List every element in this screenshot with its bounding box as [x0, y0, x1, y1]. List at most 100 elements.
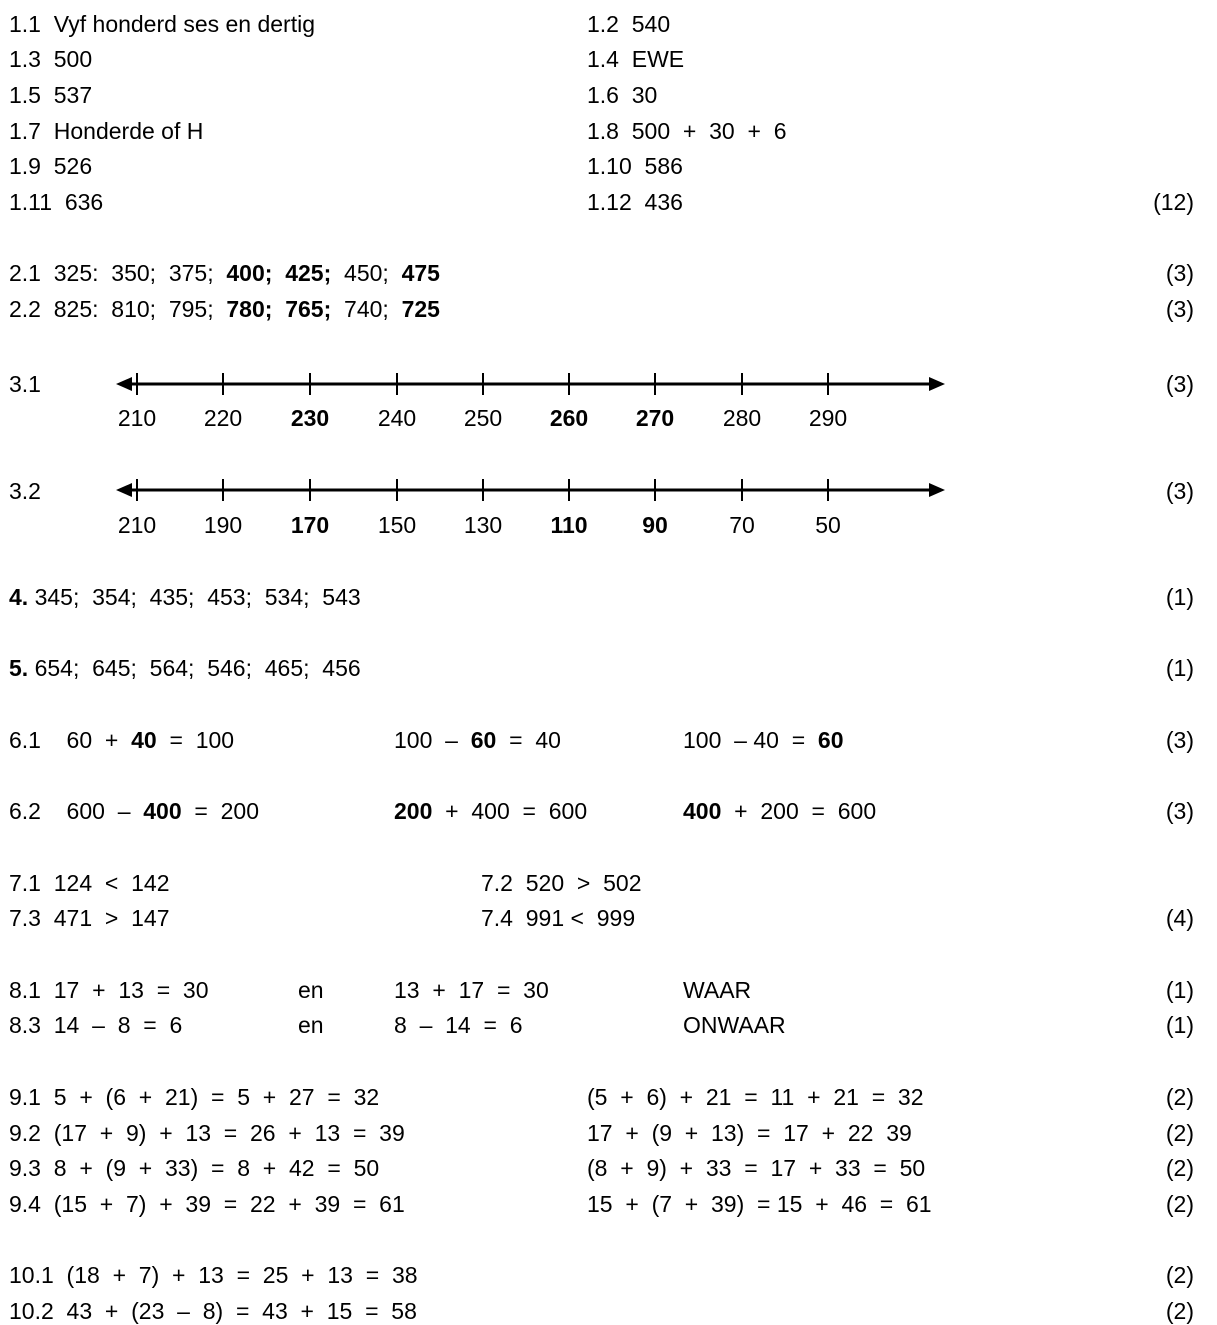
marks-6-2: (3) — [1165, 798, 1194, 824]
answer-2-2-mid: 740; — [331, 296, 402, 322]
answer-9-1: 9.1 5 + (6 + 21) = 5 + 27 = 32 — [9, 1084, 380, 1110]
marks-3-2: (3) — [1165, 478, 1194, 504]
answer-2-2-given: 2.2 825: 810; 795; — [9, 296, 227, 322]
tick-label: 250 — [463, 405, 503, 431]
bold-value: 400 — [683, 798, 722, 824]
answer-2-1-bold-a: 400; 425; — [226, 260, 332, 286]
answer-8-3-b: 8 – 14 = 6 — [394, 1012, 523, 1038]
answer-9-3: 9.3 8 + (9 + 33) = 8 + 42 = 50 — [9, 1155, 380, 1181]
tick-label: 70 — [729, 512, 755, 538]
answer-1-1: 1.1 Vyf honderd ses en dertig — [9, 11, 316, 37]
tick-label: 290 — [808, 405, 848, 431]
answer-8-3: 8.3 14 – 8 = 6 — [9, 1012, 183, 1038]
marks-4: (1) — [1165, 584, 1194, 610]
answer-9-2: 9.2 (17 + 9) + 13 = 26 + 13 = 39 — [9, 1120, 405, 1146]
tick-label: 110 — [550, 512, 588, 538]
text: 6.2 600 – — [9, 798, 144, 824]
text: + 400 = 600 — [432, 798, 588, 824]
arrow-left-icon — [116, 377, 132, 391]
marks-2-2: (3) — [1165, 296, 1194, 322]
answer-5-text: 654; 645; 564; 546; 465; 456 — [28, 655, 361, 681]
marks-q1: (12) — [1153, 189, 1194, 215]
answer-6-2-a: 6.2 600 – 400 = 200 — [9, 797, 259, 825]
answer-1-5: 1.5 537 — [9, 82, 93, 108]
answer-7-4: 7.4 991 < 999 — [481, 905, 636, 931]
answer-6-2-c: 400 + 200 = 600 — [683, 797, 876, 825]
answer-1-6: 1.6 30 — [587, 82, 658, 108]
marks-9-1: (2) — [1165, 1084, 1194, 1110]
verdict-8-3: ONWAAR — [683, 1012, 786, 1038]
marks-8-3: (1) — [1165, 1012, 1194, 1038]
tick-label: 260 — [549, 405, 589, 431]
arrow-left-icon — [116, 483, 132, 497]
answer-8-1-b: 13 + 17 = 30 — [394, 977, 549, 1003]
verdict-8-1: WAAR — [683, 977, 752, 1003]
marks-10-2: (2) — [1165, 1298, 1194, 1324]
tick-label: 240 — [377, 405, 417, 431]
bold-value: 60 — [817, 727, 844, 753]
number-line-3-1 — [116, 373, 945, 395]
text: 100 – — [394, 727, 471, 753]
answer-1-12: 1.12 436 — [587, 189, 683, 215]
answer-10-1: 10.1 (18 + 7) + 13 = 25 + 13 = 38 — [9, 1262, 418, 1288]
answer-4: 4. 345; 354; 435; 453; 534; 543 — [9, 583, 361, 611]
text: 100 – 40 = — [683, 727, 818, 753]
text: = 200 — [181, 798, 260, 824]
answer-2-2-bold-a: 780; 765; — [226, 296, 332, 322]
marks-8-1: (1) — [1165, 977, 1194, 1003]
label-3-1: 3.1 — [9, 371, 41, 397]
answer-8-1: 8.1 17 + 13 = 30 — [9, 977, 209, 1003]
answer-2-1-given: 2.1 325: 350; 375; — [9, 260, 227, 286]
tick-label: 150 — [377, 512, 417, 538]
marks-2-1: (3) — [1165, 260, 1194, 286]
bold-value: 400 — [143, 798, 182, 824]
tick-label: 90 — [642, 512, 668, 538]
answer-1-3: 1.3 500 — [9, 46, 93, 72]
answer-9-2-b: 17 + (9 + 13) = 17 + 22 39 — [587, 1120, 912, 1146]
text: = 100 — [156, 727, 235, 753]
answer-7-1: 7.1 124 < 142 — [9, 870, 170, 896]
bold-value: 200 — [394, 798, 433, 824]
answer-7-2: 7.2 520 > 502 — [481, 870, 642, 896]
answer-5: 5. 654; 645; 564; 546; 465; 456 — [9, 654, 361, 682]
marks-9-3: (2) — [1165, 1155, 1194, 1181]
question-4-number: 4. — [9, 584, 29, 610]
tick-label: 130 — [463, 512, 503, 538]
answer-2-2: 2.2 825: 810; 795; 780; 765; 740; 725 — [9, 295, 440, 323]
answer-1-11: 1.11 636 — [9, 189, 104, 215]
tick-label: 190 — [203, 512, 243, 538]
number-line-3-2 — [116, 479, 945, 501]
answer-6-1-a: 6.1 60 + 40 = 100 — [9, 726, 234, 754]
answer-9-1-b: (5 + 6) + 21 = 11 + 21 = 32 — [587, 1084, 924, 1110]
answer-1-10: 1.10 586 — [587, 153, 683, 179]
answer-2-1: 2.1 325: 350; 375; 400; 425; 450; 475 — [9, 259, 440, 287]
tick-label: 280 — [722, 405, 762, 431]
answer-1-4: 1.4 EWE — [587, 46, 685, 72]
tick-label: 270 — [635, 405, 675, 431]
bold-value: 60 — [470, 727, 497, 753]
bold-value: 40 — [131, 727, 157, 753]
marks-5: (1) — [1165, 655, 1194, 681]
answer-1-9: 1.9 526 — [9, 153, 93, 179]
arrow-right-icon — [929, 483, 945, 497]
tick-label: 170 — [290, 512, 330, 538]
marks-3-1: (3) — [1165, 371, 1194, 397]
tick-label: 50 — [815, 512, 841, 538]
tick-label: 230 — [290, 405, 330, 431]
connector-en: en — [298, 977, 324, 1003]
connector-en: en — [298, 1012, 324, 1038]
answer-1-7: 1.7 Honderde of H — [9, 118, 204, 144]
text: + 200 = 600 — [721, 798, 877, 824]
marks-9-2: (2) — [1165, 1120, 1194, 1146]
tick-label: 210 — [117, 405, 157, 431]
answer-9-4-b: 15 + (7 + 39) = 15 + 46 = 61 — [587, 1191, 932, 1217]
text: = 40 — [496, 727, 561, 753]
answer-6-1-b: 100 – 60 = 40 — [394, 726, 561, 754]
answer-9-3-b: (8 + 9) + 33 = 17 + 33 = 50 — [587, 1155, 926, 1181]
answer-6-1-c: 100 – 40 = 60 — [683, 726, 844, 754]
arrow-right-icon — [929, 377, 945, 391]
label-3-2: 3.2 — [9, 478, 41, 504]
answer-6-2-b: 200 + 400 = 600 — [394, 797, 587, 825]
